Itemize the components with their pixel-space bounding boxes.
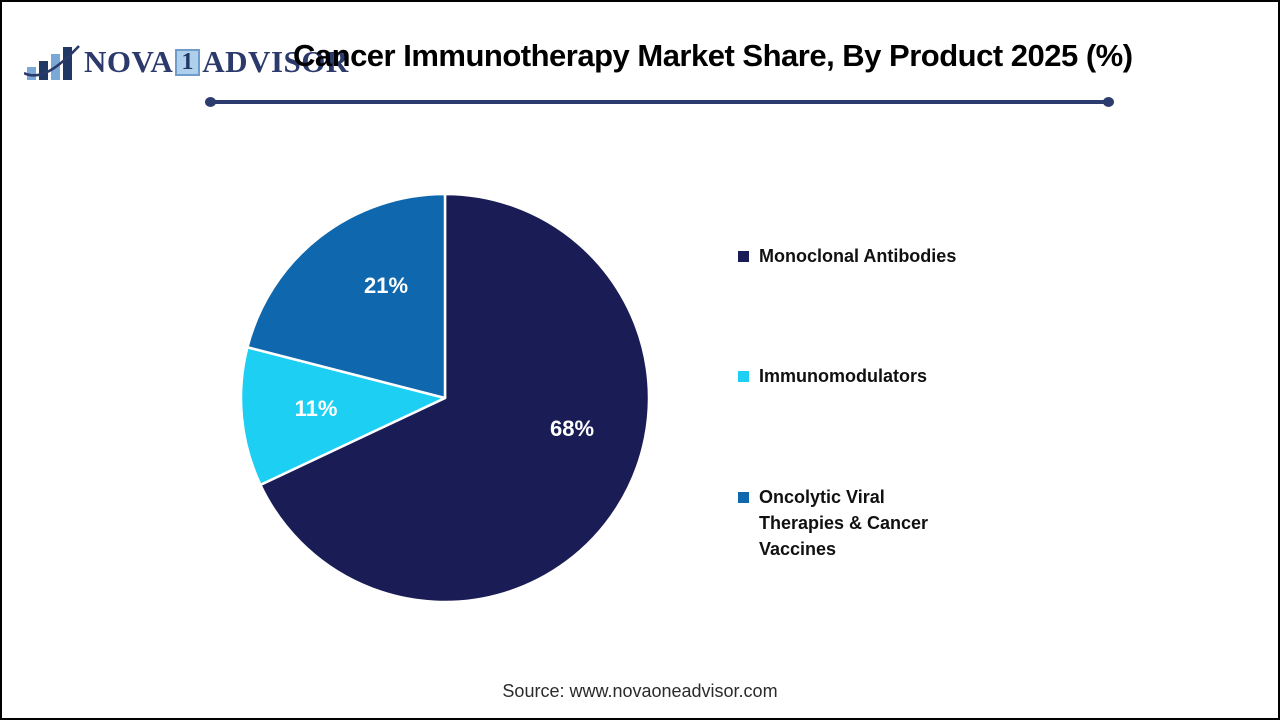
pie-slice-1 [239,346,447,487]
legend-label: Monoclonal Antibodies [759,246,957,266]
pie-slice-value-label: 11% [295,396,338,421]
pie-slice-value-label: 21% [364,273,408,298]
legend-marker-navy-icon [738,251,749,262]
legend-label: Immunomodulators [759,366,928,386]
bar-chart-swoosh-icon [24,45,80,80]
page-title: Cancer Immunotherapy Market Share, By Pr… [293,38,1133,73]
legend-marker-cyan-icon [738,371,749,382]
divider-line [205,97,1114,107]
logo-word-nova: NOVA [84,44,174,79]
legend-label: Oncolytic Viral Therapies & Cancer Vacci… [759,487,929,559]
pie-chart-area: 68% 11% 21% [238,191,652,605]
divider-left-dot [205,97,216,107]
pie-slice-2 [246,192,447,400]
brand-logo: NOVA 1 ADVISOR [24,40,349,84]
legend-item-oncolytic-viral: Oncolytic Viral Therapies & Cancer Vacci… [738,484,949,562]
legend-marker-blue-icon [738,492,749,503]
divider-right-dot [1103,97,1114,107]
logo-word-advisor: ADVISOR [202,44,349,79]
pie-chart: 68% 11% 21% [239,192,651,604]
pie-slice-value-label: 68% [550,416,594,441]
legend-item-immunomodulators: Immunomodulators [738,363,927,389]
legend-item-monoclonal-antibodies: Monoclonal Antibodies [738,243,956,269]
pie-slice-0 [259,192,651,604]
source-attribution: Source: www.novaoneadvisor.com [502,681,778,701]
logo-one-badge: 1 [175,48,201,76]
